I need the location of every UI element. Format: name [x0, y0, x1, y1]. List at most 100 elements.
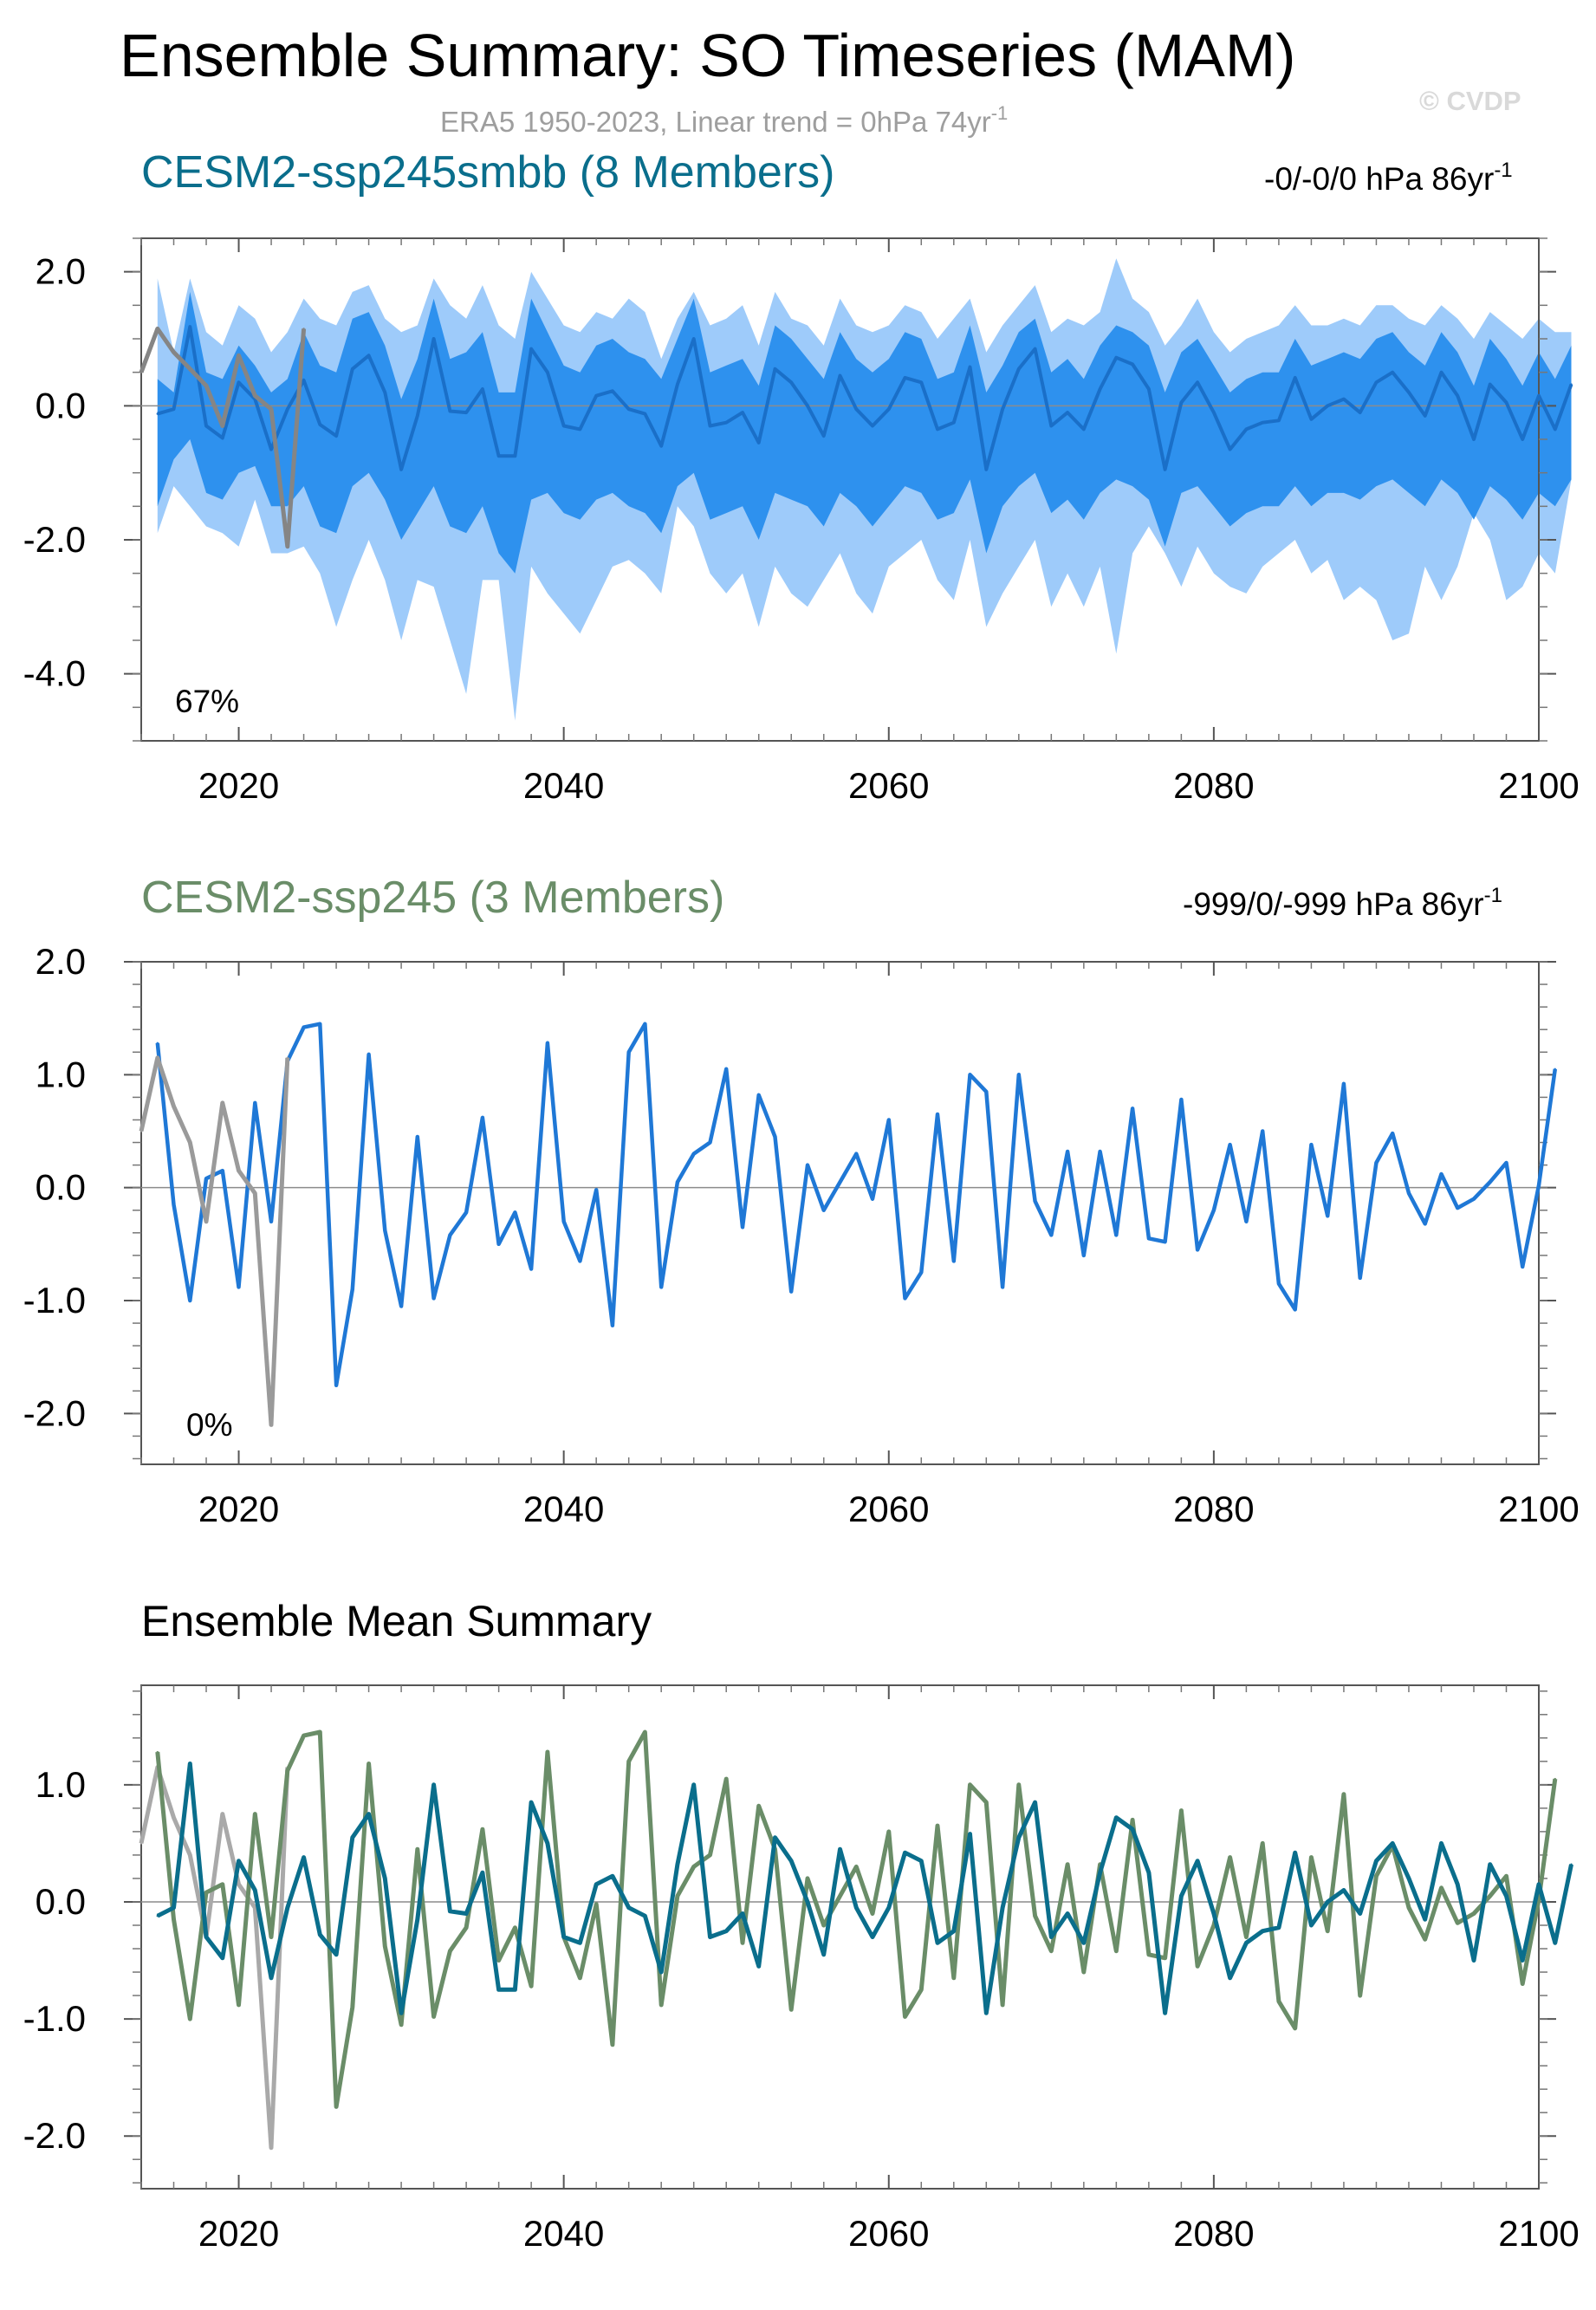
p2-mean-point — [546, 1041, 549, 1045]
p2-mean-point — [449, 1234, 451, 1236]
p3-ssp245smbb-point — [920, 1859, 923, 1862]
p3-ssp245smbb-point — [546, 1842, 549, 1845]
p1-mean-point — [676, 383, 679, 386]
p2-mean-point — [1342, 1082, 1346, 1085]
p3-ssp245smbb-point — [1457, 1883, 1459, 1885]
p3-ssp245-point — [302, 1734, 305, 1737]
p3-ssp245-point — [1082, 1970, 1086, 1974]
p2-mean-point — [1457, 1206, 1459, 1210]
p3-obs-point — [189, 1853, 191, 1857]
p3-ssp245-point — [319, 1730, 321, 1734]
p3-ssp245smbb-point — [757, 1965, 760, 1968]
p2-mean-point — [1472, 1197, 1476, 1200]
p2-mean-point — [221, 1169, 224, 1172]
p3-ssp245-point — [1131, 1819, 1134, 1821]
p1-mean-point — [709, 425, 711, 427]
p3-ssp245-point — [399, 2023, 403, 2027]
p1-mean-point — [1391, 371, 1394, 373]
p3-ssp245-point — [286, 1769, 289, 1772]
p2-mean-point — [1212, 1209, 1216, 1211]
p3-ssp245-point — [985, 1801, 988, 1804]
p3-ssp245-point — [1489, 1895, 1491, 1898]
p2-mean-point — [1099, 1150, 1101, 1153]
p3-ssp245smbb-point — [1521, 1959, 1524, 1962]
p1-mean-point — [936, 428, 939, 431]
p3-ssp245-point — [969, 1783, 971, 1787]
p1-mean-point — [627, 408, 630, 411]
p2-mean-point — [367, 1053, 370, 1056]
p3-ssp245-point — [237, 2003, 240, 2007]
p3-ssp245smbb-point — [969, 1833, 971, 1835]
p1-ytick-label: 2.0 — [36, 251, 86, 292]
p3-ssp245-point — [254, 1813, 256, 1815]
p3-ssp245smbb-point — [384, 1877, 386, 1880]
p2-series-obs — [139, 1055, 290, 1427]
p2-mean-point — [529, 1268, 533, 1270]
p2-mean-point — [1407, 1191, 1411, 1195]
p1-xtick-label: 2080 — [1173, 765, 1254, 806]
p3-ssp245-point — [1375, 1875, 1378, 1878]
p1-mean-point — [189, 325, 191, 328]
p3-ssp245smbb-point — [985, 2012, 988, 2015]
p3-ssp245smbb-point — [1164, 2012, 1166, 2015]
p1-mean-point — [449, 410, 451, 412]
p3-ssp245smbb-point — [1180, 1895, 1183, 1898]
p2-mean-point — [741, 1226, 744, 1229]
p2-mean-point — [432, 1297, 435, 1300]
p1-mean-point — [1082, 428, 1086, 431]
p2-mean-point — [1001, 1286, 1004, 1288]
p2-mean-point — [1034, 1200, 1036, 1203]
p3-ssp245smbb-point — [1407, 1877, 1411, 1880]
p1-mean-point — [1310, 418, 1313, 420]
p1-obs-point — [302, 328, 305, 330]
p2-mean-point — [1147, 1237, 1151, 1240]
p1-xtick-label: 2060 — [848, 765, 929, 806]
panel2-trend-label: -999/0/-999 hPa 86yr-1 — [1183, 884, 1502, 922]
p3-ssp245-point — [741, 1942, 744, 1944]
p3-obs-point — [172, 1816, 175, 1819]
p2-obs-point — [156, 1056, 159, 1059]
p2-mean-point — [1391, 1132, 1394, 1135]
panel1-percent-label: 67% — [175, 684, 239, 719]
figure-title: Ensemble Summary: SO Timeseries (MAM) — [120, 22, 1295, 89]
p1-mean-point — [1131, 363, 1134, 366]
p3-ssp245smbb-point — [1050, 1936, 1053, 1938]
p1-mean-point — [659, 444, 663, 447]
p3-ssp245-point — [920, 1989, 923, 1991]
p3-ssp245-point — [1505, 1875, 1508, 1878]
p3-ytick-label: -1.0 — [23, 1998, 86, 2039]
p1-mean-point — [611, 390, 614, 393]
p1-obs-point — [139, 371, 143, 373]
p2-mean-point — [1245, 1220, 1248, 1223]
p2-obs-point — [221, 1101, 224, 1105]
p3-ssp245-point — [611, 2043, 614, 2047]
p2-xtick-label: 2020 — [198, 1489, 279, 1529]
p3-ssp245-point — [464, 1926, 468, 1929]
copyright-watermark: © CVDP — [1419, 86, 1521, 116]
p1-mean-point — [269, 448, 273, 451]
p3-ssp245-point — [172, 1918, 175, 1921]
p3-xtick-label: 2020 — [198, 2213, 279, 2254]
figure-subtitle: ERA5 1950-2023, Linear trend = 0hPa 74yr… — [440, 102, 1008, 138]
p3-ssp245smbb-point — [416, 1918, 419, 1921]
p3-ssp245smbb-point — [936, 1942, 939, 1944]
p3-ssp245-point — [1115, 1950, 1118, 1952]
p2-mean-point — [822, 1209, 825, 1211]
p1-mean-point — [1245, 428, 1248, 431]
p2-mean-point — [1505, 1161, 1508, 1165]
p3-ssp245smbb-point — [855, 1906, 858, 1909]
p3-ssp245smbb-point — [1017, 1836, 1021, 1839]
p3-ssp245smbb-point — [1066, 1912, 1069, 1915]
p1-mean-point — [1277, 419, 1281, 422]
p3-ssp245smbb-point — [1082, 1942, 1086, 1944]
p1-mean-point — [1570, 383, 1573, 386]
p2-mean-point — [237, 1286, 240, 1288]
p1-obs-point — [254, 394, 256, 397]
p3-ssp245smbb-point — [1229, 1976, 1231, 1979]
p1-obs-point — [286, 545, 289, 548]
p2-mean-point — [952, 1260, 955, 1262]
p3-ssp245-point — [676, 1895, 679, 1898]
p1-mean-point — [594, 394, 598, 397]
p3-ssp245smbb-point — [1310, 1924, 1313, 1927]
p2-mean-point — [969, 1074, 971, 1076]
